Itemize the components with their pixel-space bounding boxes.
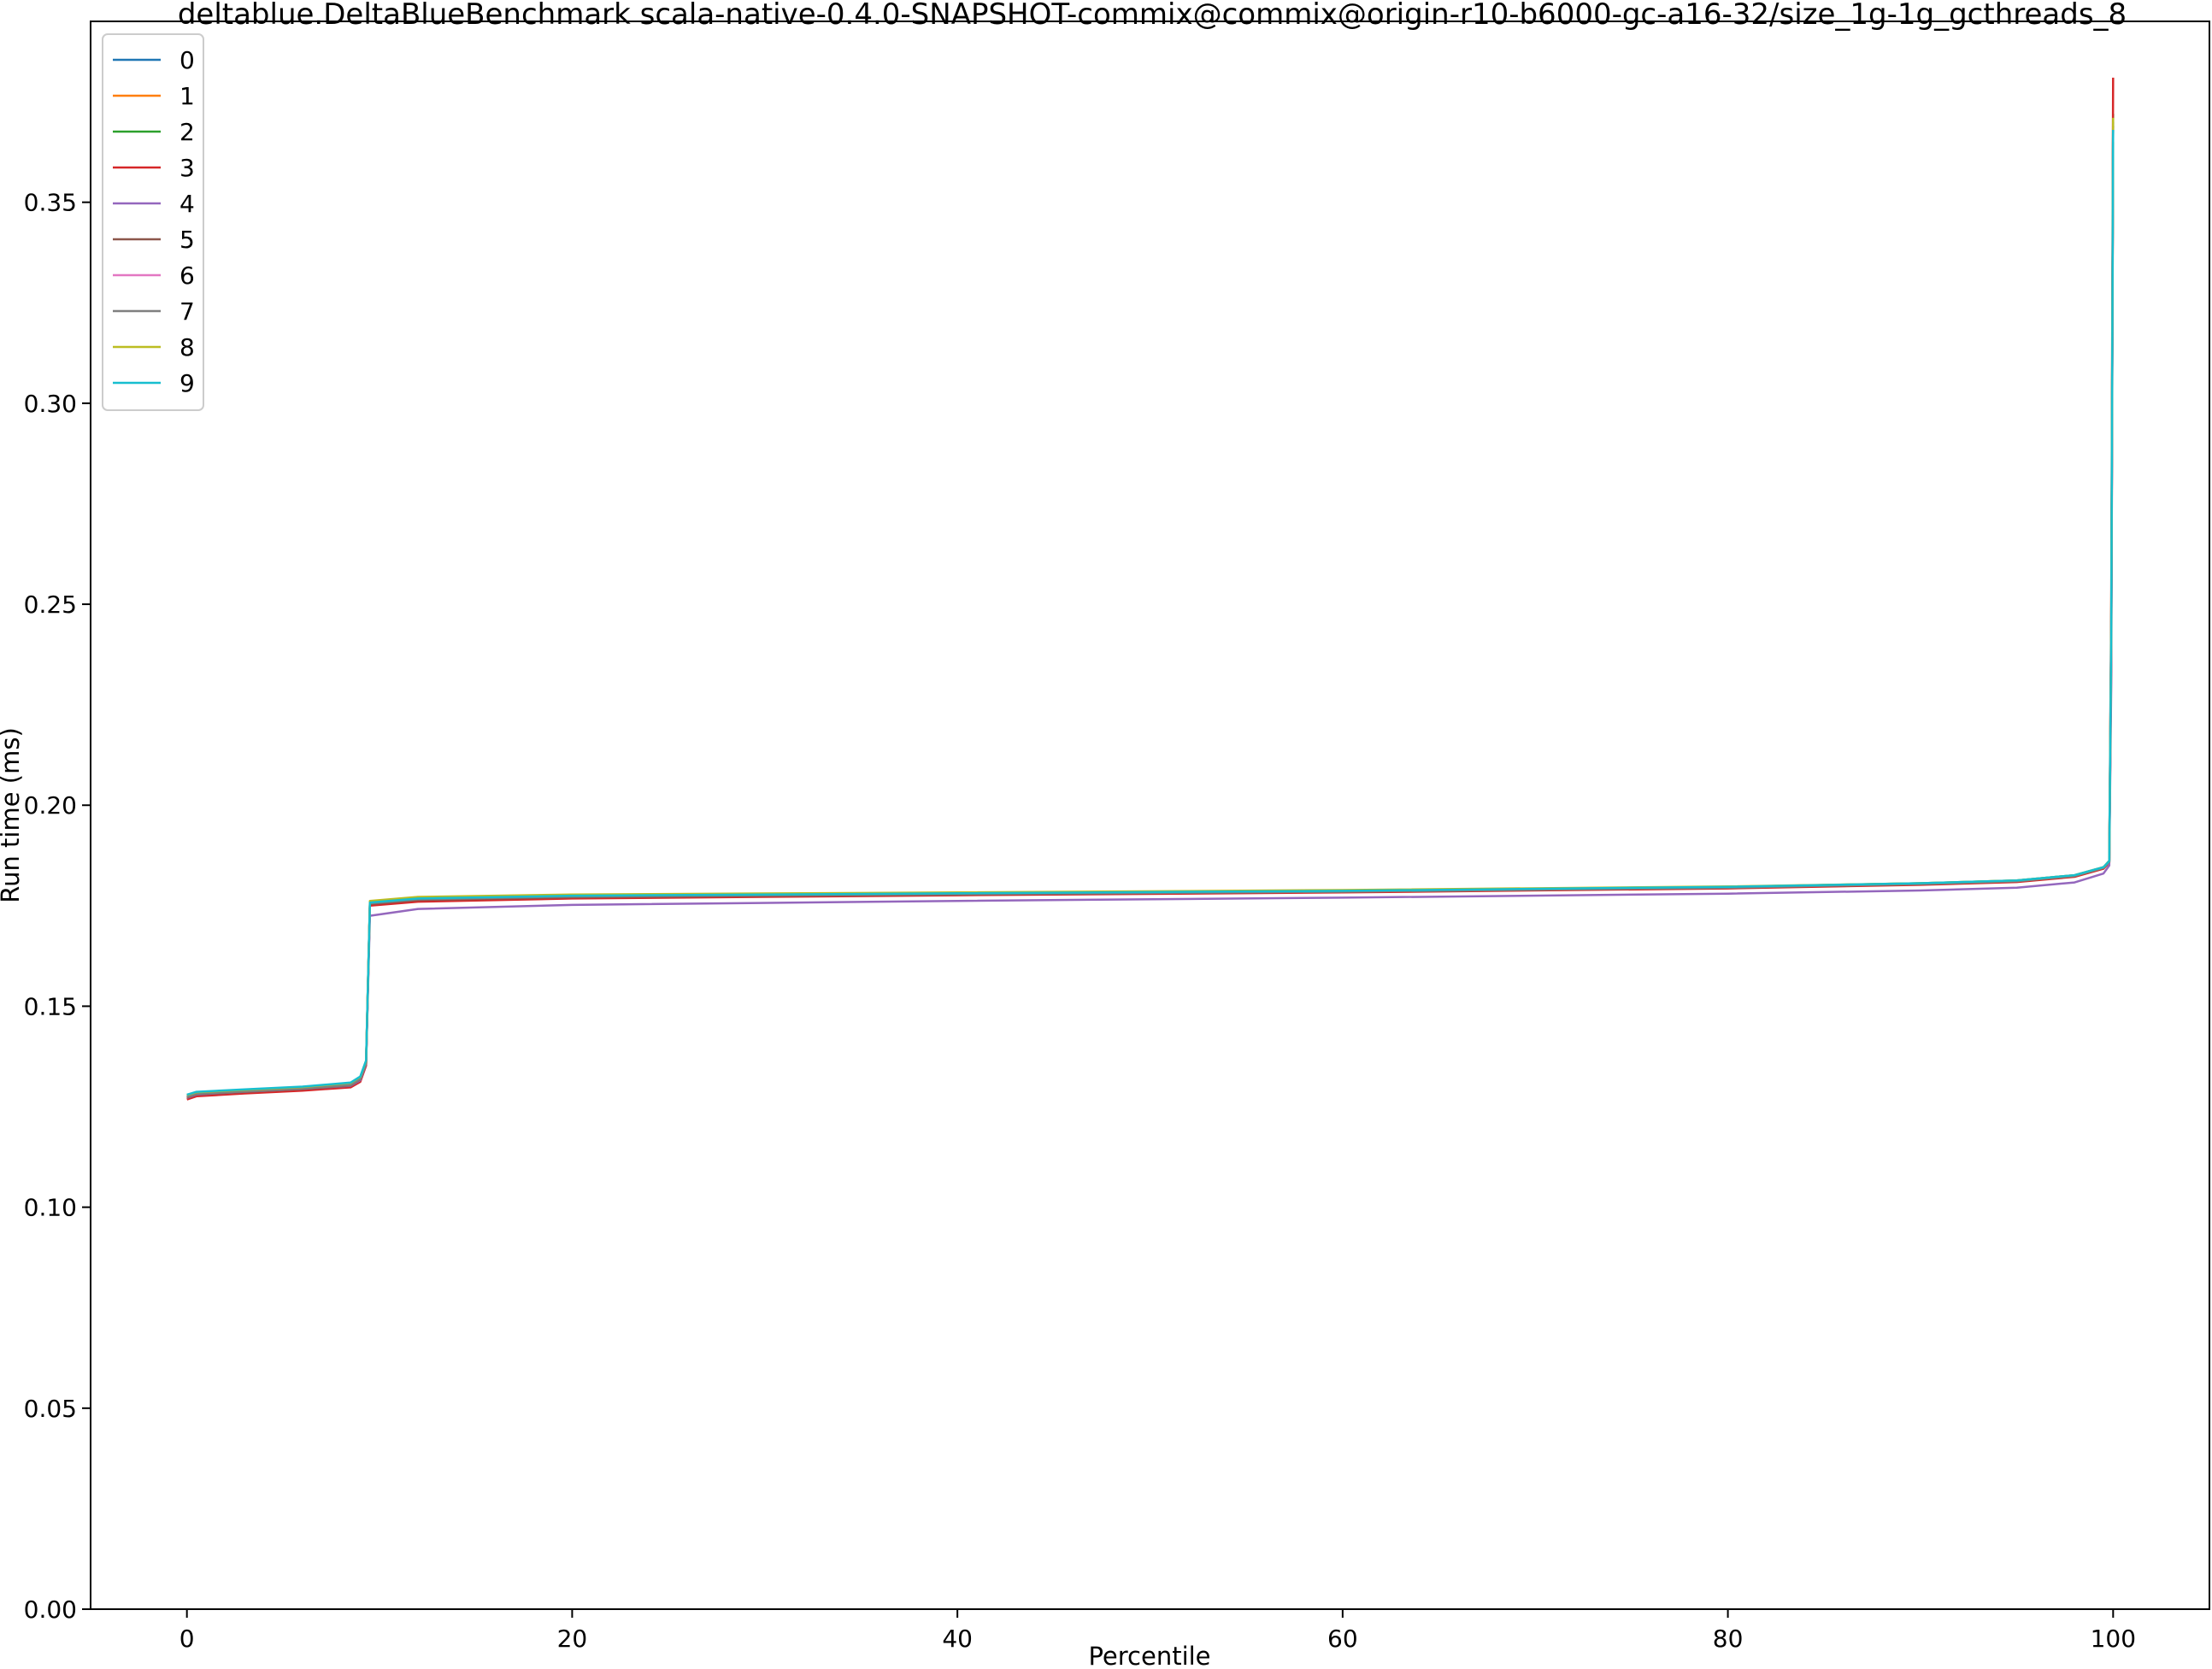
legend-frame	[102, 33, 204, 411]
legend-label-7: 7	[179, 297, 195, 326]
x-tick-label: 80	[1713, 1625, 1744, 1653]
x-axis-label: Percentile	[1088, 1642, 1210, 1669]
series-line-9	[186, 129, 2115, 1096]
legend-label-9: 9	[179, 369, 195, 397]
legend: 0 1 2 3 4 5 6 7 8 9	[102, 33, 204, 411]
y-axis-label: Run time (ms)	[0, 727, 25, 903]
chart-title: deltablue.DeltaBlueBenchmark scala-nativ…	[178, 0, 2127, 32]
y-tick-label: 0.15	[24, 992, 77, 1020]
y-tick-label: 0.20	[24, 791, 77, 820]
y-tick-label: 0.10	[24, 1194, 77, 1222]
y-tick-label: 0.30	[24, 390, 77, 418]
legend-label-1: 1	[179, 82, 195, 110]
legend-label-4: 4	[179, 190, 195, 218]
series-layer	[186, 77, 2115, 1101]
axes-frame	[90, 21, 2210, 1610]
y-tick-label: 0.05	[24, 1395, 77, 1423]
x-tick-label: 40	[942, 1625, 973, 1653]
legend-label-0: 0	[179, 46, 195, 74]
y-tick-label: 0.00	[24, 1596, 77, 1624]
x-tick-label: 20	[557, 1625, 588, 1653]
y-axis: 0.00 0.05 0.10 0.15 0.20 0.25 0.30 0.35	[24, 189, 91, 1624]
legend-label-6: 6	[179, 262, 195, 290]
x-tick-label: 60	[1327, 1625, 1358, 1653]
legend-label-2: 2	[179, 118, 195, 146]
legend-label-3: 3	[179, 154, 195, 182]
y-tick-label: 0.25	[24, 591, 77, 619]
plot-area	[90, 21, 2210, 1610]
x-tick-label: 0	[179, 1625, 195, 1653]
legend-label-8: 8	[179, 333, 195, 361]
x-axis: 0 20 40 60 80 100	[179, 1609, 2136, 1653]
y-tick-label: 0.35	[24, 189, 77, 217]
x-tick-label: 100	[2091, 1625, 2136, 1653]
legend-label-5: 5	[179, 226, 195, 254]
